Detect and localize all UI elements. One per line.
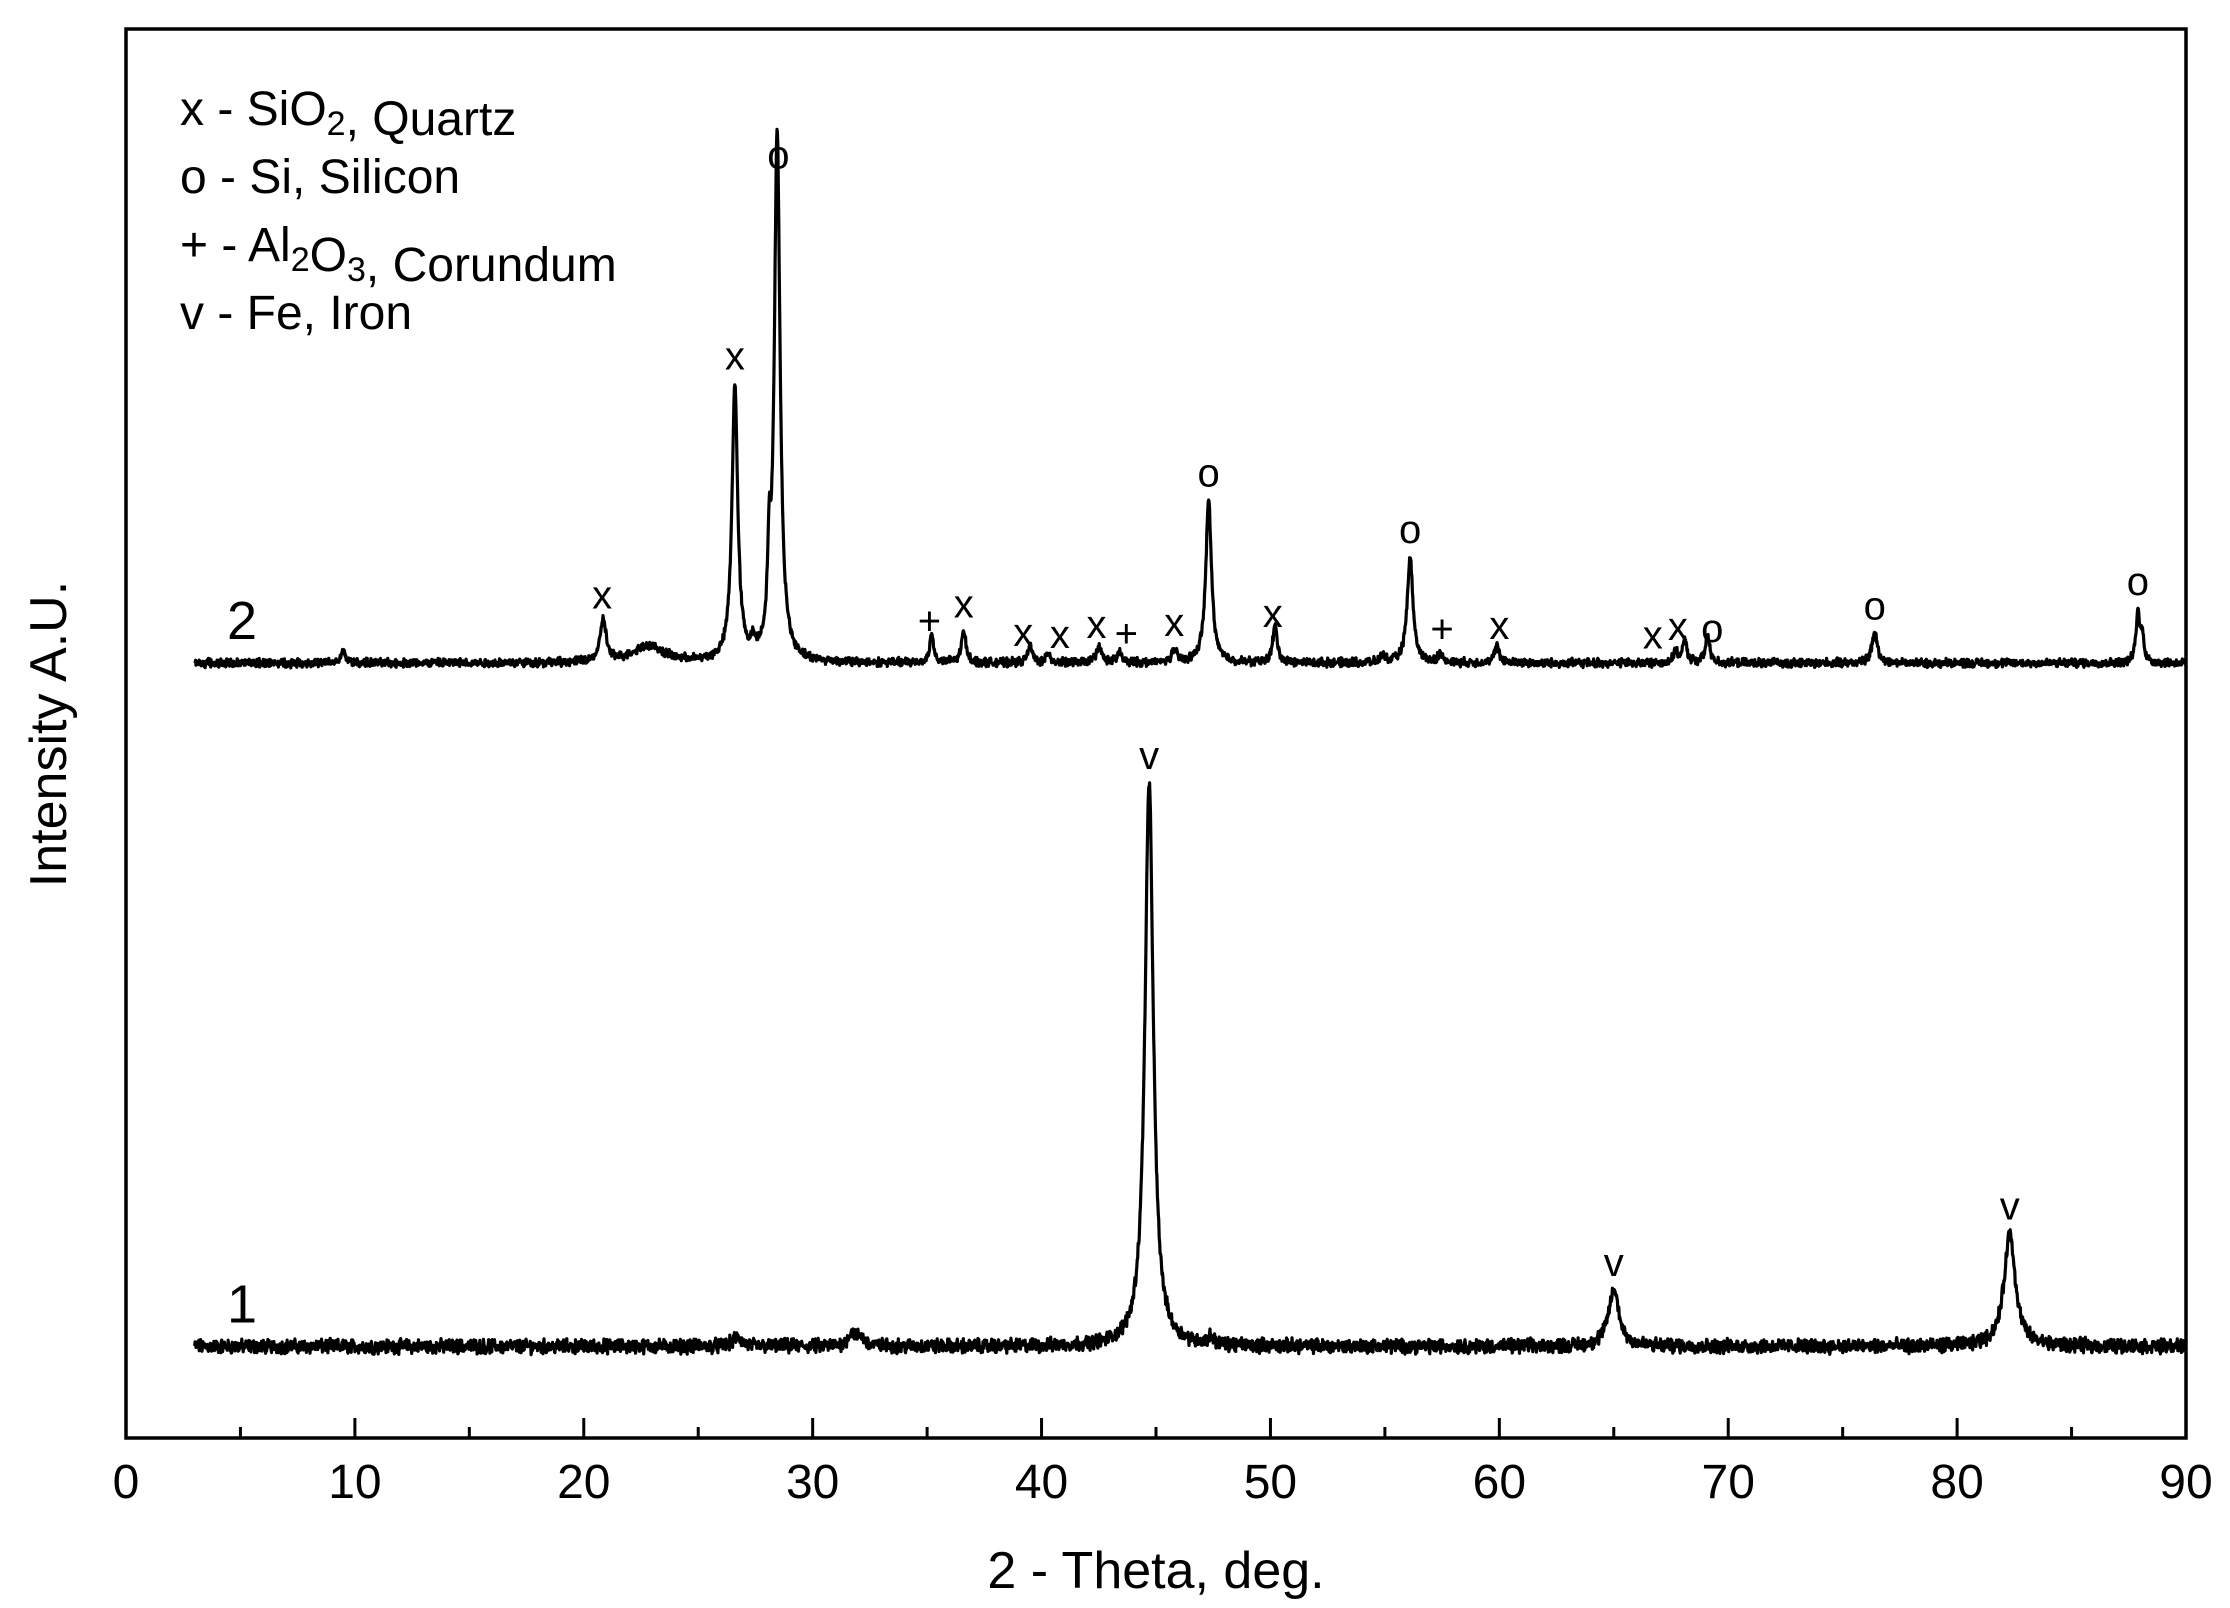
x-axis-ticks — [124, 1418, 2188, 1438]
peak-marker-label: v — [2000, 1185, 2020, 1229]
series-labels: 12 — [227, 591, 257, 1334]
series-line-1 — [193, 781, 2188, 1357]
x-tick-label: 70 — [1702, 1456, 1755, 1509]
x-tick-label: 60 — [1473, 1456, 1526, 1509]
legend-entry-4: v - Fe, Iron — [180, 287, 412, 340]
x-tick-label: 30 — [786, 1456, 839, 1509]
x-tick-label: 0 — [113, 1456, 140, 1509]
peak-marker-label: o — [767, 133, 789, 177]
peak-marker-label: o — [1864, 584, 1886, 628]
peak-marker-label: v — [1139, 734, 1159, 778]
series-line-2 — [193, 127, 2188, 670]
x-tick-label: 40 — [1015, 1456, 1068, 1509]
peak-marker-label: + — [918, 599, 941, 643]
peak-marker-label: x — [1643, 614, 1663, 658]
peak-marker-label: x — [1668, 605, 1688, 649]
peak-marker-label: x — [1013, 611, 1033, 655]
series-group — [193, 127, 2188, 1357]
peak-marker-label: o — [1399, 508, 1421, 552]
series-label-2: 2 — [227, 591, 257, 651]
peak-marker-label: + — [1115, 612, 1138, 656]
peak-marker-label: o — [1198, 452, 1220, 496]
peak-marker-label: x — [954, 583, 974, 627]
x-tick-label: 20 — [557, 1456, 610, 1509]
peak-marker-label: o — [1701, 607, 1723, 651]
peak-marker-label: x — [1164, 601, 1184, 645]
legend-entry-3: + - Al2O3, Corundum — [180, 219, 617, 292]
peak-marker-label: x — [1263, 592, 1283, 636]
y-axis-title: Intensity A.U. — [20, 581, 78, 887]
peak-marker-label: x — [592, 573, 612, 617]
peak-marker-label: + — [1430, 608, 1453, 652]
x-tick-label: 10 — [328, 1456, 381, 1509]
peak-marker-label: o — [2127, 560, 2149, 604]
peak-marker-label: v — [1604, 1241, 1624, 1285]
series-label-1: 1 — [227, 1274, 257, 1334]
x-tick-label: 80 — [1930, 1456, 1983, 1509]
peak-marker-label: x — [1489, 604, 1509, 648]
x-axis-tick-labels: 0 10 20 30 40 50 60 70 80 90 — [113, 1456, 2213, 1509]
x-tick-label: 50 — [1244, 1456, 1297, 1509]
x-axis-title: 2 - Theta, deg. — [987, 1542, 1324, 1600]
legend-entry-1: x - SiO2, Quartz — [180, 83, 516, 146]
legend-entry-2: o - Si, Silicon — [180, 151, 460, 204]
x-tick-label: 90 — [2159, 1456, 2212, 1509]
peak-marker-label: x — [725, 335, 745, 379]
peak-marker-label: x — [1050, 613, 1070, 657]
peak-marker-label: x — [1086, 603, 1106, 647]
